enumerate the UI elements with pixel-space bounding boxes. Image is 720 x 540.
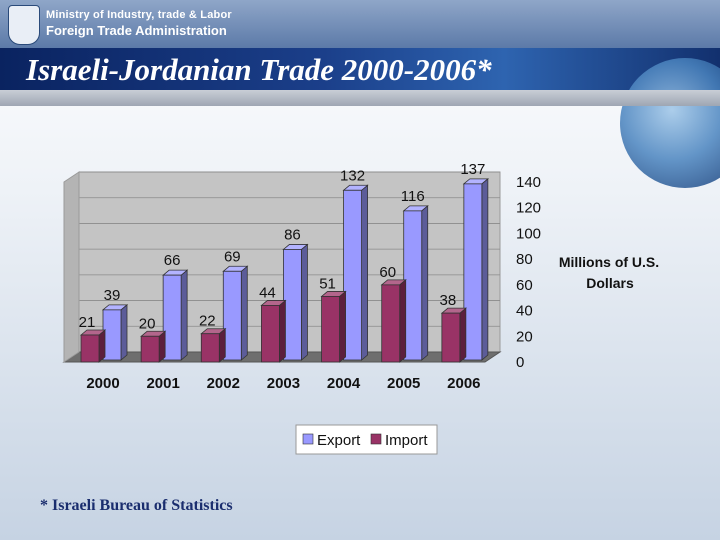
bar-side-import-2006 — [459, 307, 467, 363]
x-tick-label: 2001 — [146, 375, 179, 392]
bar-side-export-2004 — [361, 184, 368, 361]
legend-label-import: Import — [385, 432, 428, 449]
y-tick-label: 20 — [516, 328, 533, 345]
data-label-export-2003: 86 — [284, 226, 301, 243]
source-footnote: * Israeli Bureau of Statistics — [40, 497, 233, 514]
data-label-import-2005: 60 — [379, 264, 396, 281]
bar-import-2003 — [261, 305, 280, 363]
y-tick-label: 40 — [516, 303, 533, 320]
page-title: Israeli-Jordanian Trade 2000-2006* — [26, 52, 492, 87]
legend-swatch-export — [302, 433, 314, 445]
data-label-export-2000: 39 — [104, 287, 121, 304]
x-tick-label: 2002 — [207, 375, 240, 392]
bar-import-2002 — [200, 333, 220, 363]
bar-import-2005 — [381, 284, 401, 363]
y-tick-label: 140 — [516, 174, 541, 191]
data-label-export-2002: 69 — [224, 248, 241, 265]
administration-name: Foreign Trade Administration — [46, 23, 227, 38]
bar-import-2004 — [321, 296, 340, 363]
y-tick-label: 0 — [516, 354, 524, 371]
legend-swatch-import — [370, 433, 382, 445]
data-label-export-2005: 116 — [401, 188, 425, 205]
chart-bars — [79, 178, 489, 363]
state-emblem-icon — [8, 5, 40, 45]
bar-side-export-2003 — [301, 243, 308, 361]
bar-export-2000 — [102, 309, 122, 361]
ministry-name: Ministry of Industry, trade & Labor — [46, 9, 232, 21]
bar-side-export-2002 — [240, 265, 248, 361]
chart-side-wall — [63, 171, 80, 363]
globe-icon — [620, 58, 720, 188]
bar-side-import-2005 — [399, 279, 407, 363]
data-label-export-2001: 66 — [164, 252, 181, 269]
y-axis-label-line-2: Dollars — [586, 275, 634, 291]
bar-export-2003 — [283, 249, 302, 361]
data-label-import-2000: 21 — [79, 314, 96, 331]
x-tick-label: 2003 — [267, 375, 300, 392]
bar-side-export-2005 — [421, 205, 429, 361]
y-tick-label: 100 — [516, 225, 541, 242]
bar-export-2006 — [463, 183, 483, 361]
bar-side-import-2000 — [98, 329, 106, 363]
bar-import-2000 — [80, 334, 100, 363]
bar-export-2002 — [222, 270, 242, 361]
bar-import-2006 — [441, 312, 461, 363]
data-label-import-2001: 20 — [139, 315, 156, 332]
bar-export-2001 — [162, 274, 182, 361]
bar-side-import-2003 — [279, 299, 286, 363]
x-tick-label: 2005 — [387, 375, 420, 392]
legend-box — [295, 424, 438, 455]
bar-side-import-2002 — [218, 327, 226, 363]
title-underline-band — [0, 90, 720, 106]
header-banner: Ministry of Industry, trade & Labor Fore… — [0, 0, 720, 48]
x-tick-label: 2006 — [447, 375, 480, 392]
bar-side-export-2006 — [481, 178, 489, 361]
x-tick-label: 2004 — [327, 375, 361, 392]
y-axis-label-line-1: Millions of U.S. — [559, 254, 659, 270]
chart-legend: Export Import — [295, 424, 438, 455]
data-label-export-2004: 132 — [340, 167, 365, 184]
data-label-import-2004: 51 — [319, 275, 336, 292]
y-tick-label: 60 — [516, 277, 533, 294]
data-label-import-2002: 22 — [199, 313, 216, 330]
bar-side-export-2000 — [120, 304, 128, 361]
bar-side-import-2004 — [339, 290, 346, 363]
bar-import-2001 — [140, 335, 160, 363]
data-label-import-2003: 44 — [259, 284, 276, 301]
chart-labels: 0 20 40 60 80 100 120 140 39 21 2000 66 20 2001 69 22 20… — [79, 161, 541, 392]
title-band — [0, 48, 720, 188]
bar-export-2005 — [403, 210, 423, 361]
legend-label-export: Export — [317, 432, 361, 449]
y-tick-label: 120 — [516, 200, 541, 217]
bar-export-2004 — [343, 189, 362, 361]
data-label-export-2006: 137 — [460, 161, 485, 178]
bar-side-export-2001 — [180, 269, 188, 361]
y-tick-label: 80 — [516, 251, 533, 268]
x-tick-label: 2000 — [86, 375, 119, 392]
data-label-import-2006: 38 — [440, 292, 457, 309]
